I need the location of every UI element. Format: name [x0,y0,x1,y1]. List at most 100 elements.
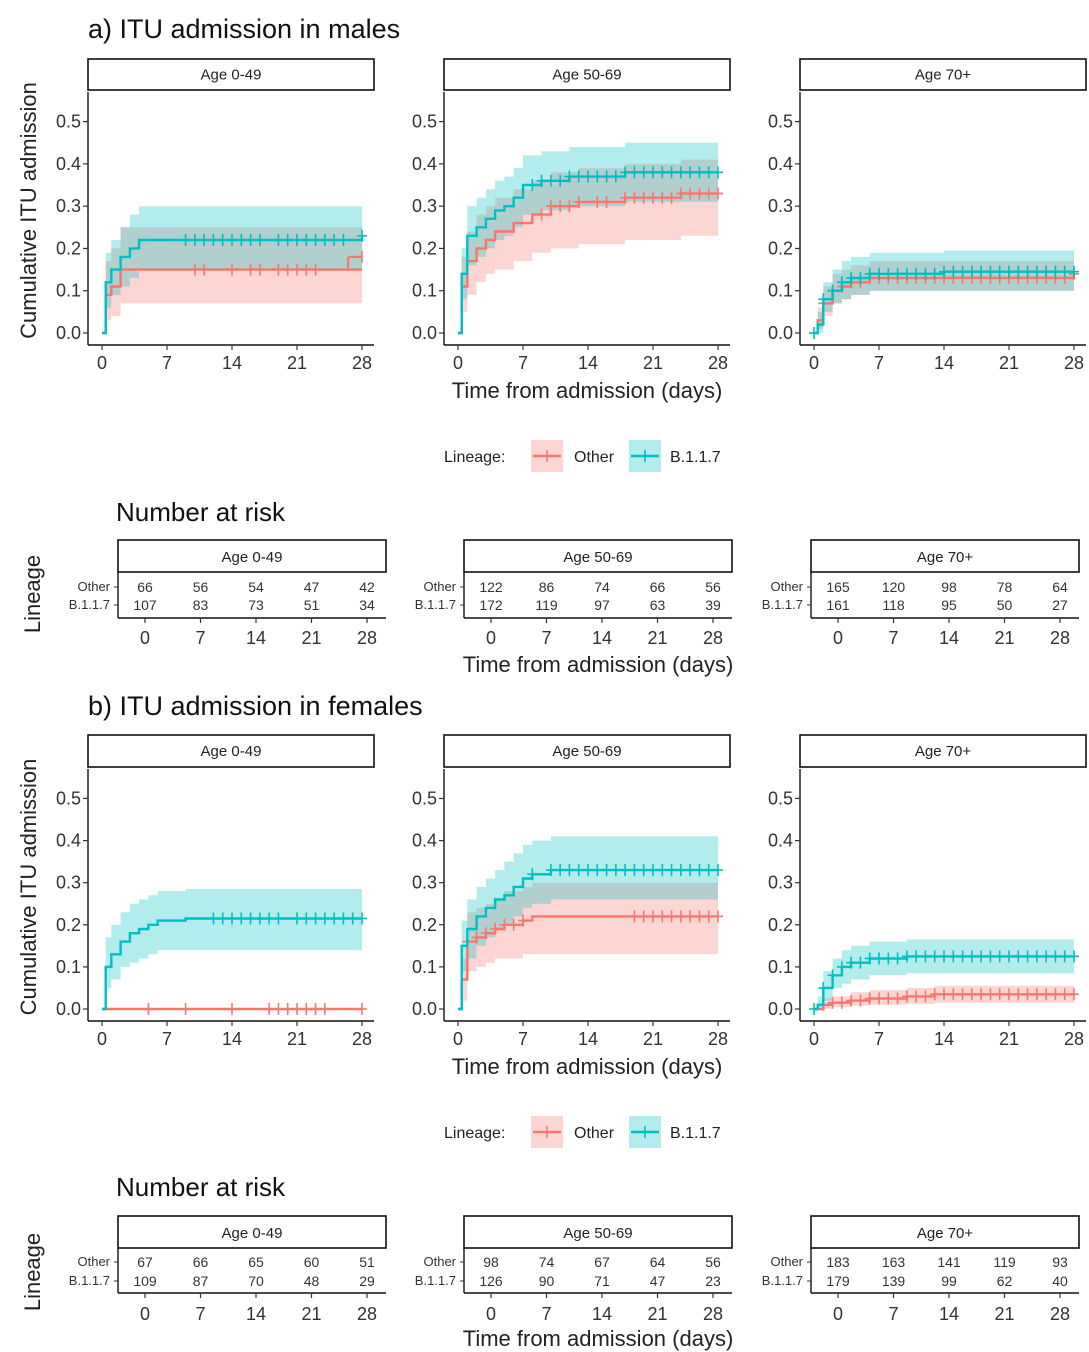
y-tick-label: 0.2 [412,915,437,935]
risk-value: 95 [941,597,957,613]
x-tick-label: 28 [708,353,728,373]
y-tick-label: 0.1 [412,957,437,977]
legend-label-other: Other [574,449,615,466]
x-tick-label: 0 [97,353,107,373]
risk-x-tick-label: 21 [301,628,321,648]
risk-row-label: Other [77,579,110,594]
risk-row-label: Other [770,1254,803,1269]
y-tick-label: 0.4 [768,154,793,174]
risk-row-label: B.1.1.7 [69,597,110,612]
y-tick-label: 0.5 [412,112,437,132]
risk-x-tick-label: 7 [195,1304,205,1324]
risk-facet-label: Age 0-49 [222,549,283,566]
risk-x-tick-label: 0 [833,628,843,648]
y-tick-label: 0.2 [768,915,793,935]
legend-title: Lineage: [444,1125,505,1142]
x-tick-label: 14 [578,1029,598,1049]
risk-value: 165 [826,579,850,595]
risk-table-title: Number at risk [116,1172,286,1202]
x-tick-label: 14 [934,1029,954,1049]
x-tick-label: 28 [352,1029,372,1049]
risk-x-tick-label: 21 [301,1304,321,1324]
y-tick-label: 0.4 [412,831,437,851]
risk-x-tick-label: 0 [833,1304,843,1324]
risk-value: 66 [650,579,666,595]
y-tick-label: 0.5 [768,788,793,808]
km-curve-b117 [102,235,364,335]
risk-value: 70 [248,1273,264,1289]
ci-ribbon-b117 [814,250,1074,333]
y-tick-label: 0.0 [56,999,81,1019]
risk-x-tick-label: 0 [486,1304,496,1324]
x-tick-label: 21 [287,1029,307,1049]
risk-x-tick-label: 21 [647,1304,667,1324]
panel-3: Age 70+ 0.0 0.1 0.2 0.3 0.4 0.5 0 7 14 21 28 [768,58,1087,373]
x-tick-label: 21 [643,1029,663,1049]
y-tick-label: 0.5 [56,112,81,132]
risk-x-tick-label: 21 [994,628,1014,648]
facet-strip [799,734,1087,768]
legend-title: Lineage: [444,449,505,466]
chart-block-1: a) ITU admission in males Cumulative ITU … [16,14,1087,677]
risk-row-label: B.1.1.7 [762,597,803,612]
facet-strip [799,58,1087,91]
ci-ribbon-b117 [102,889,362,1009]
x-tick-label: 14 [578,353,598,373]
risk-row-label: B.1.1.7 [69,1273,110,1288]
risk-x-tick-label: 7 [195,628,205,648]
risk-strip [810,1215,1080,1249]
x-tick-label: 0 [809,1029,819,1049]
risk-y-title: Lineage [20,555,45,633]
risk-x-tick-label: 14 [246,628,266,648]
legend-label-b117: B.1.1.7 [670,1125,721,1142]
chart-block-2: b) ITU admission in females Cumulative IT… [16,691,1087,1351]
facet-label: Age 50-69 [552,67,621,84]
risk-value: 27 [1052,597,1068,613]
x-tick-label: 7 [162,1029,172,1049]
risk-value: 118 [882,597,905,613]
panel-3: Age 70+ 0.0 0.1 0.2 0.3 0.4 0.5 0 7 14 21 28 [768,734,1087,1049]
risk-x-tick-label: 14 [939,628,959,648]
ci-ribbon-other [102,227,362,333]
risk-facet-label: Age 70+ [917,1225,974,1242]
risk-row-label: B.1.1.7 [762,1273,803,1288]
risk-value: 40 [1052,1273,1068,1289]
risk-value: 87 [193,1273,209,1289]
y-tick-label: 0.2 [56,238,81,258]
risk-value: 66 [137,579,153,595]
y-tick-label: 0.3 [412,873,437,893]
y-tick-label: 0.1 [768,957,793,977]
facet-label: Age 0-49 [201,743,262,760]
risk-value: 29 [359,1273,375,1289]
risk-x-tick-label: 7 [541,1304,551,1324]
risk-value: 99 [941,1273,957,1289]
risk-strip [463,1215,733,1249]
risk-x-tick-label: 7 [888,1304,898,1324]
x-tick-label: 7 [518,353,528,373]
risk-value: 50 [997,597,1013,613]
x-tick-label: 28 [1064,353,1084,373]
x-tick-label: 7 [518,1029,528,1049]
risk-table: Number at risk Lineage Age 0-49 Other 66 56 54… [20,497,1080,677]
x-tick-label: 0 [809,353,819,373]
risk-table-title: Number at risk [116,497,286,527]
y-tick-label: 0.3 [768,873,793,893]
risk-value: 23 [705,1273,721,1289]
risk-value: 172 [479,597,503,613]
risk-x-tick-label: 7 [541,628,551,648]
y-tick-label: 0.0 [768,999,793,1019]
facet-strip [443,734,731,768]
risk-value: 78 [997,579,1013,595]
risk-x-tick-label: 7 [888,628,898,648]
risk-x-tick-label: 0 [140,628,150,648]
risk-value: 122 [479,579,503,595]
x-tick-label: 14 [222,353,242,373]
risk-x-tick-label: 28 [1050,1304,1070,1324]
panel-1: Age 0-49 0.0 0.1 0.2 0.3 0.4 0.5 0 7 14 21 28 [56,734,375,1049]
x-tick-label: 28 [1064,1029,1084,1049]
risk-value: 90 [539,1273,555,1289]
risk-value: 98 [941,579,957,595]
risk-x-tick-label: 21 [647,628,667,648]
